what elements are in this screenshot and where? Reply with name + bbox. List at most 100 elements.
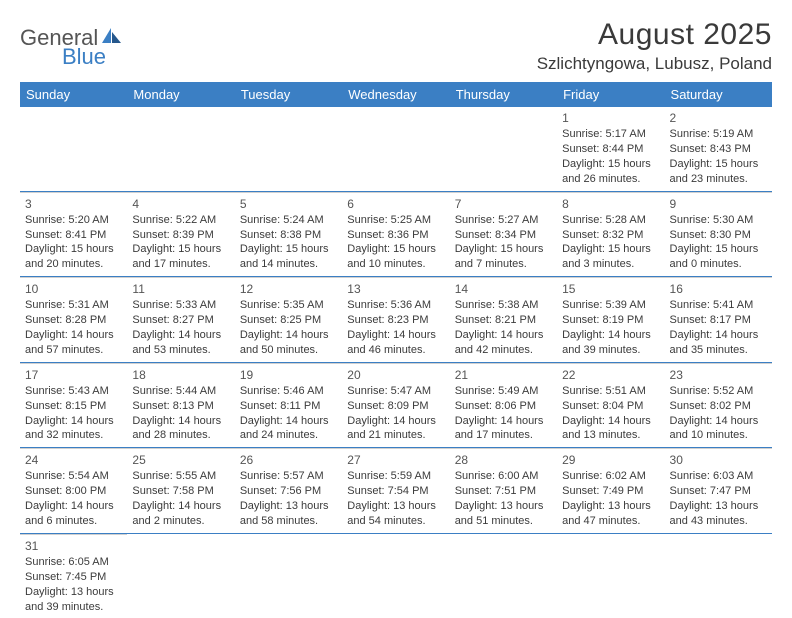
sunset-text: Sunset: 7:45 PM [25, 570, 122, 585]
day-cell-empty [342, 107, 449, 191]
day-cell: 4Sunrise: 5:22 AMSunset: 8:39 PMDaylight… [127, 192, 234, 277]
daylight-text: Daylight: 15 hours and 3 minutes. [562, 242, 659, 272]
day-number: 6 [347, 196, 444, 212]
day-number: 7 [455, 196, 552, 212]
day-header-tuesday: Tuesday [235, 82, 342, 107]
day-cell: 6Sunrise: 5:25 AMSunset: 8:36 PMDaylight… [342, 192, 449, 277]
day-cell: 1Sunrise: 5:17 AMSunset: 8:44 PMDaylight… [557, 107, 664, 191]
day-number: 2 [670, 110, 767, 126]
day-cell: 26Sunrise: 5:57 AMSunset: 7:56 PMDayligh… [235, 448, 342, 533]
sunset-text: Sunset: 8:36 PM [347, 228, 444, 243]
sunset-text: Sunset: 7:51 PM [455, 484, 552, 499]
daylight-text: Daylight: 13 hours and 39 minutes. [25, 585, 122, 615]
week-row: 3Sunrise: 5:20 AMSunset: 8:41 PMDaylight… [20, 192, 772, 278]
sunset-text: Sunset: 7:49 PM [562, 484, 659, 499]
daylight-text: Daylight: 14 hours and 17 minutes. [455, 414, 552, 444]
sunrise-text: Sunrise: 5:57 AM [240, 469, 337, 484]
daylight-text: Daylight: 15 hours and 14 minutes. [240, 242, 337, 272]
daylight-text: Daylight: 13 hours and 43 minutes. [670, 499, 767, 529]
sunset-text: Sunset: 8:09 PM [347, 399, 444, 414]
sunrise-text: Sunrise: 5:20 AM [25, 213, 122, 228]
day-cell: 3Sunrise: 5:20 AMSunset: 8:41 PMDaylight… [20, 192, 127, 277]
sunset-text: Sunset: 8:41 PM [25, 228, 122, 243]
logo-text-2: Blue [62, 45, 123, 68]
day-number: 9 [670, 196, 767, 212]
day-number: 16 [670, 281, 767, 297]
sunrise-text: Sunrise: 5:52 AM [670, 384, 767, 399]
sunset-text: Sunset: 8:43 PM [670, 142, 767, 157]
sunrise-text: Sunrise: 5:46 AM [240, 384, 337, 399]
sunrise-text: Sunrise: 5:38 AM [455, 298, 552, 313]
sunset-text: Sunset: 7:58 PM [132, 484, 229, 499]
day-header-sunday: Sunday [20, 82, 127, 107]
daylight-text: Daylight: 14 hours and 13 minutes. [562, 414, 659, 444]
daylight-text: Daylight: 15 hours and 0 minutes. [670, 242, 767, 272]
sunset-text: Sunset: 7:56 PM [240, 484, 337, 499]
week-row: 31Sunrise: 6:05 AMSunset: 7:45 PMDayligh… [20, 534, 772, 618]
day-cell: 9Sunrise: 5:30 AMSunset: 8:30 PMDaylight… [665, 192, 772, 277]
sunrise-text: Sunrise: 5:54 AM [25, 469, 122, 484]
day-cell: 5Sunrise: 5:24 AMSunset: 8:38 PMDaylight… [235, 192, 342, 277]
day-number: 12 [240, 281, 337, 297]
day-cell-empty [235, 107, 342, 191]
title-block: August 2025 Szlichtyngowa, Lubusz, Polan… [537, 18, 772, 74]
sunset-text: Sunset: 7:54 PM [347, 484, 444, 499]
sunrise-text: Sunrise: 6:03 AM [670, 469, 767, 484]
sunset-text: Sunset: 8:28 PM [25, 313, 122, 328]
day-cell: 8Sunrise: 5:28 AMSunset: 8:32 PMDaylight… [557, 192, 664, 277]
day-number: 15 [562, 281, 659, 297]
day-number: 4 [132, 196, 229, 212]
day-cell: 7Sunrise: 5:27 AMSunset: 8:34 PMDaylight… [450, 192, 557, 277]
logo: GeneralBlue [20, 26, 123, 68]
day-header-saturday: Saturday [665, 82, 772, 107]
day-cell-empty [127, 534, 234, 618]
day-cell: 15Sunrise: 5:39 AMSunset: 8:19 PMDayligh… [557, 277, 664, 362]
sunset-text: Sunset: 8:30 PM [670, 228, 767, 243]
day-cell: 30Sunrise: 6:03 AMSunset: 7:47 PMDayligh… [665, 448, 772, 533]
day-number: 31 [25, 538, 122, 554]
day-cell: 25Sunrise: 5:55 AMSunset: 7:58 PMDayligh… [127, 448, 234, 533]
day-cell-empty [450, 107, 557, 191]
sunset-text: Sunset: 8:04 PM [562, 399, 659, 414]
sunrise-text: Sunrise: 5:55 AM [132, 469, 229, 484]
sunset-text: Sunset: 8:39 PM [132, 228, 229, 243]
weeks-container: 1Sunrise: 5:17 AMSunset: 8:44 PMDaylight… [20, 107, 772, 618]
sunrise-text: Sunrise: 5:30 AM [670, 213, 767, 228]
daylight-text: Daylight: 13 hours and 47 minutes. [562, 499, 659, 529]
day-header-thursday: Thursday [450, 82, 557, 107]
day-cell-empty [342, 534, 449, 618]
sunrise-text: Sunrise: 5:51 AM [562, 384, 659, 399]
day-cell-empty [665, 534, 772, 618]
sunrise-text: Sunrise: 5:47 AM [347, 384, 444, 399]
sunset-text: Sunset: 8:32 PM [562, 228, 659, 243]
day-number: 23 [670, 367, 767, 383]
sunrise-text: Sunrise: 5:28 AM [562, 213, 659, 228]
sunrise-text: Sunrise: 5:19 AM [670, 127, 767, 142]
day-header-monday: Monday [127, 82, 234, 107]
day-number: 24 [25, 452, 122, 468]
daylight-text: Daylight: 14 hours and 46 minutes. [347, 328, 444, 358]
day-cell: 17Sunrise: 5:43 AMSunset: 8:15 PMDayligh… [20, 363, 127, 448]
day-cell: 16Sunrise: 5:41 AMSunset: 8:17 PMDayligh… [665, 277, 772, 362]
day-cell-empty [127, 107, 234, 191]
daylight-text: Daylight: 14 hours and 24 minutes. [240, 414, 337, 444]
sunrise-text: Sunrise: 6:05 AM [25, 555, 122, 570]
daylight-text: Daylight: 13 hours and 51 minutes. [455, 499, 552, 529]
sunset-text: Sunset: 8:15 PM [25, 399, 122, 414]
sunset-text: Sunset: 8:44 PM [562, 142, 659, 157]
sunrise-text: Sunrise: 5:17 AM [562, 127, 659, 142]
sunrise-text: Sunrise: 5:31 AM [25, 298, 122, 313]
day-cell: 27Sunrise: 5:59 AMSunset: 7:54 PMDayligh… [342, 448, 449, 533]
sunset-text: Sunset: 8:25 PM [240, 313, 337, 328]
day-cell: 11Sunrise: 5:33 AMSunset: 8:27 PMDayligh… [127, 277, 234, 362]
day-number: 22 [562, 367, 659, 383]
day-cell-empty [450, 534, 557, 618]
day-cell: 22Sunrise: 5:51 AMSunset: 8:04 PMDayligh… [557, 363, 664, 448]
sunset-text: Sunset: 8:00 PM [25, 484, 122, 499]
day-number: 18 [132, 367, 229, 383]
location: Szlichtyngowa, Lubusz, Poland [537, 54, 772, 74]
day-number: 8 [562, 196, 659, 212]
day-cell: 2Sunrise: 5:19 AMSunset: 8:43 PMDaylight… [665, 107, 772, 191]
day-number: 10 [25, 281, 122, 297]
day-cell: 21Sunrise: 5:49 AMSunset: 8:06 PMDayligh… [450, 363, 557, 448]
